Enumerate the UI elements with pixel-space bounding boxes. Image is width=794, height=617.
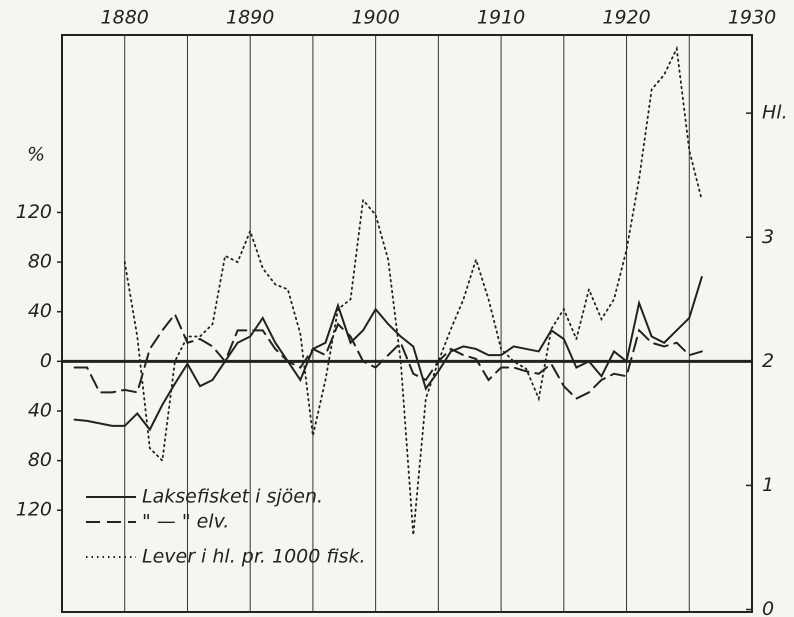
series-line xyxy=(73,312,703,400)
y-tick-label: 0 xyxy=(40,350,52,372)
x-tick-label: 1880 xyxy=(101,7,149,29)
y-tick-label: 40 xyxy=(28,300,52,322)
series-line xyxy=(73,275,703,432)
y2-tick-label: 1 xyxy=(762,474,774,496)
x-tick-label: 1910 xyxy=(477,7,525,29)
y2-tick-label: 0 xyxy=(762,598,774,617)
y-tick-label: 120 xyxy=(16,499,52,521)
y-axis-label: % xyxy=(27,144,45,166)
x-tick-label: 1920 xyxy=(602,7,650,29)
y2-tick-label: 3 xyxy=(762,226,774,248)
plot-frame xyxy=(61,34,753,613)
y-tick-label: 40 xyxy=(28,399,52,421)
y2-tick-label: Hl. xyxy=(762,102,788,124)
legend-label: " — " elv. xyxy=(142,511,229,533)
legend-label: Laksefisket i sjöen. xyxy=(142,486,323,508)
legend-label: Lever i hl. pr. 1000 fisk. xyxy=(142,546,366,568)
x-tick-label: 1890 xyxy=(226,7,274,29)
y2-tick-label: 2 xyxy=(762,350,774,372)
y-tick-label: 120 xyxy=(16,201,52,223)
x-tick-label: 1900 xyxy=(351,7,399,29)
y-tick-label: 80 xyxy=(28,251,52,273)
series-line xyxy=(123,45,703,536)
x-tick-label: 1930 xyxy=(728,7,776,29)
y-tick-label: 80 xyxy=(28,449,52,471)
